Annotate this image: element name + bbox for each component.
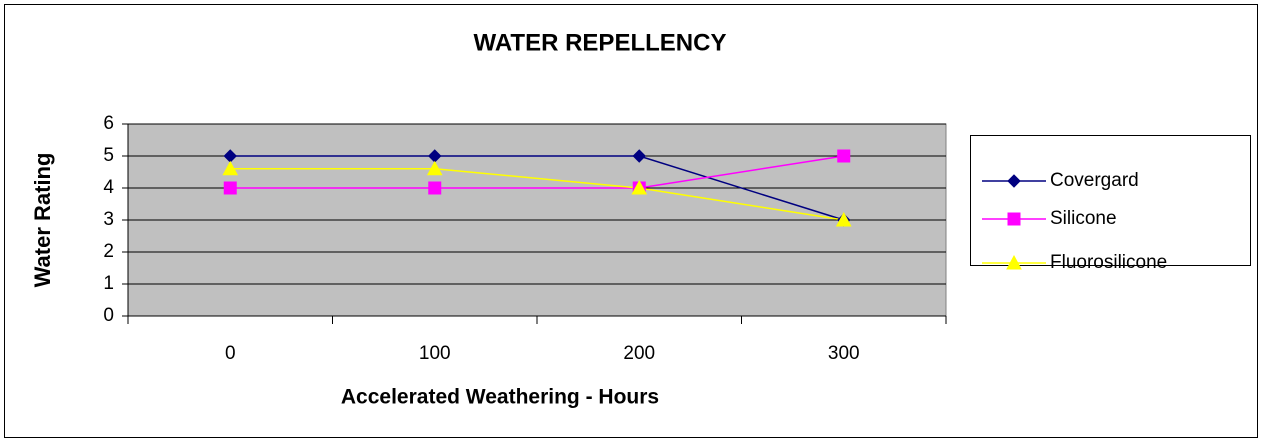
x-tick-label: 200 [623,343,655,364]
series-line [230,155,844,189]
legend-marker [1006,254,1022,270]
series-marker [837,149,851,163]
legend-box [970,135,1251,266]
series-line [230,168,844,221]
y-tick-label: 1 [103,273,114,294]
series-marker [223,181,237,195]
series-line [230,155,844,221]
chart-title: WATER REPELLENCY [474,29,727,56]
series-marker [222,160,239,176]
series-marker [428,181,442,195]
y-tick-label: 6 [103,113,114,134]
y-axis-label: Water Rating [30,153,55,288]
y-tick-label: 2 [103,241,114,262]
series-marker [631,179,648,195]
y-tick-label: 5 [103,145,114,166]
series-marker [426,160,443,176]
x-tick-label: 300 [828,343,860,364]
x-axis-label: Accelerated Weathering - Hours [341,386,659,409]
y-tick-label: 0 [103,305,114,326]
series-marker [835,211,852,227]
x-tick-label: 100 [419,343,451,364]
y-tick-label: 3 [103,209,114,230]
legend-label: Fluorosilicone [1050,252,1167,273]
x-tick-label: 0 [225,343,236,364]
y-tick-label: 4 [103,177,114,198]
legend-label: Silicone [1050,208,1117,229]
legend-marker [1007,174,1021,188]
series-marker [632,149,646,163]
legend-marker [1007,212,1021,226]
legend-label: Covergard [1050,170,1139,191]
